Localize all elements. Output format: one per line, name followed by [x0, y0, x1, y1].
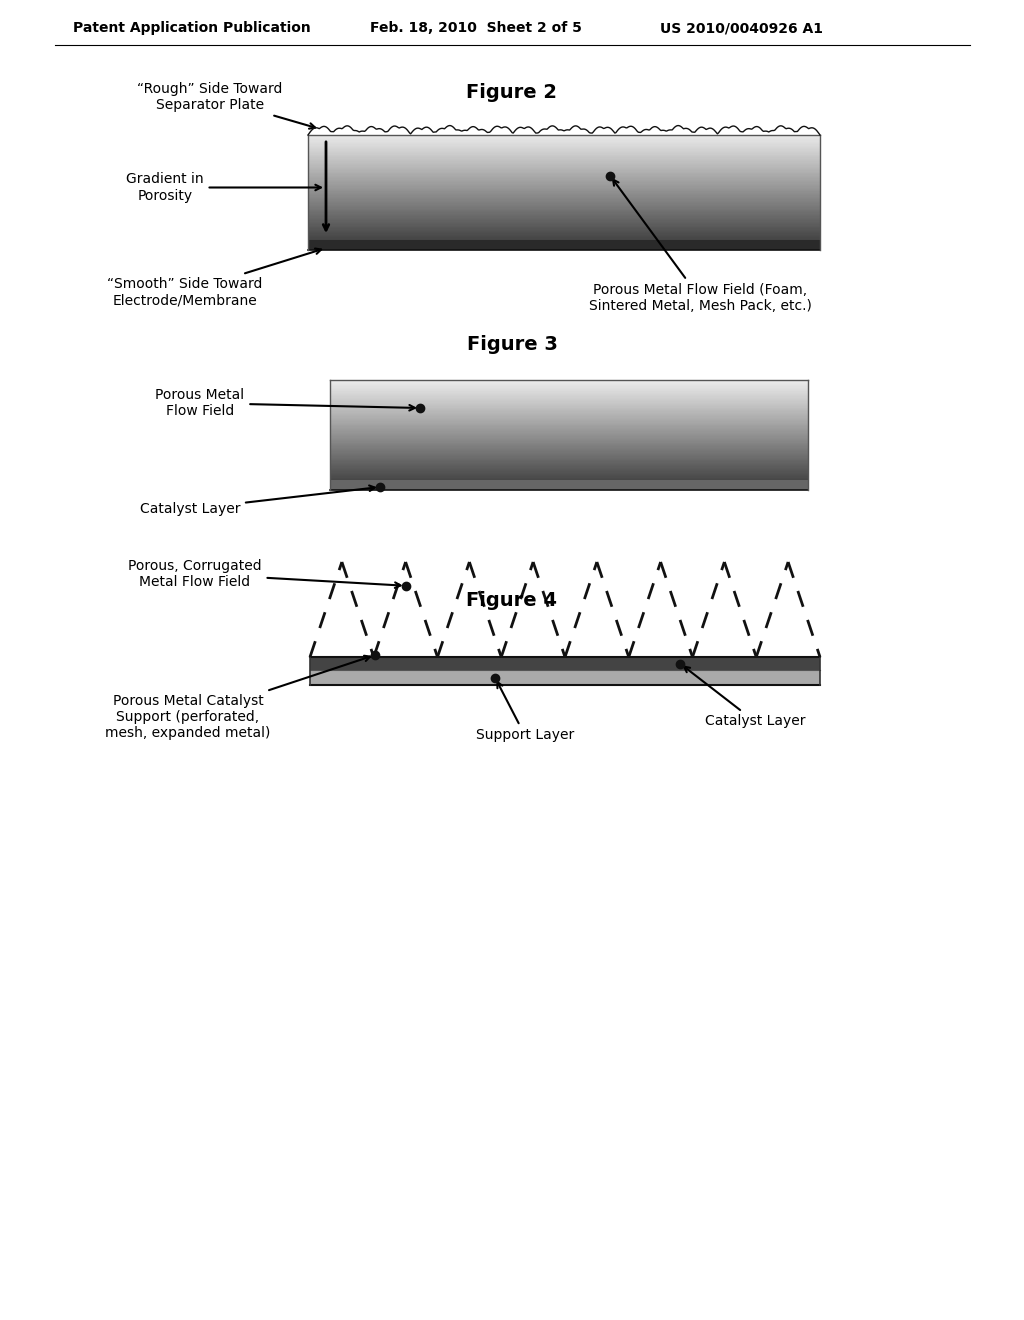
- Bar: [330, 480, 808, 490]
- Bar: [310, 671, 820, 685]
- Text: Figure 3: Figure 3: [467, 335, 557, 355]
- Bar: [310, 657, 820, 671]
- Text: “Smooth” Side Toward
Electrode/Membrane: “Smooth” Side Toward Electrode/Membrane: [108, 248, 322, 308]
- Text: Patent Application Publication: Patent Application Publication: [73, 21, 310, 36]
- Text: Porous Metal Flow Field (Foam,
Sintered Metal, Mesh Pack, etc.): Porous Metal Flow Field (Foam, Sintered …: [589, 180, 811, 313]
- Text: Gradient in
Porosity: Gradient in Porosity: [126, 173, 321, 202]
- Text: Catalyst Layer: Catalyst Layer: [139, 486, 375, 516]
- Text: Porous Metal Catalyst
Support (perforated,
mesh, expanded metal): Porous Metal Catalyst Support (perforate…: [105, 656, 370, 741]
- Text: US 2010/0040926 A1: US 2010/0040926 A1: [660, 21, 823, 36]
- Text: Catalyst Layer: Catalyst Layer: [684, 667, 805, 729]
- Text: Figure 4: Figure 4: [467, 590, 557, 610]
- Bar: [308, 240, 820, 249]
- Text: Porous, Corrugated
Metal Flow Field: Porous, Corrugated Metal Flow Field: [128, 558, 400, 589]
- Text: Figure 2: Figure 2: [467, 82, 557, 102]
- Text: Feb. 18, 2010  Sheet 2 of 5: Feb. 18, 2010 Sheet 2 of 5: [370, 21, 582, 36]
- Text: Support Layer: Support Layer: [476, 682, 574, 742]
- Text: “Rough” Side Toward
Separator Plate: “Rough” Side Toward Separator Plate: [137, 82, 315, 128]
- Text: Porous Metal
Flow Field: Porous Metal Flow Field: [156, 388, 415, 418]
